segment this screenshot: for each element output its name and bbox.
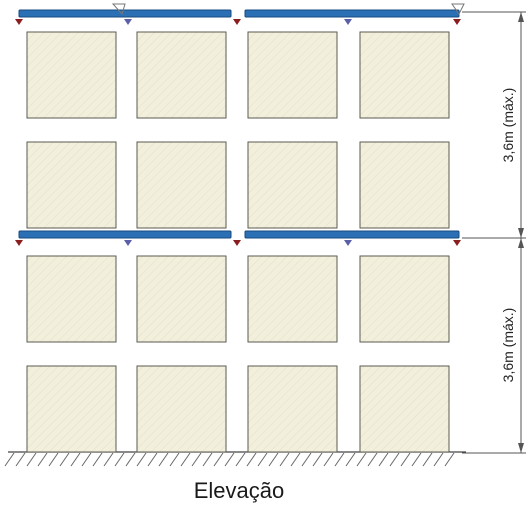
ground-hatch-31 (334, 452, 345, 467)
ground-hatch-23 (246, 452, 257, 467)
ground-hatch-14 (147, 452, 158, 467)
ground-hatch-17 (180, 452, 191, 467)
dimension-arrow-top (518, 12, 524, 22)
beam-markers (15, 19, 461, 246)
ground-hatch-13 (136, 452, 147, 467)
ground (4, 451, 466, 467)
ground-hatch-22 (235, 452, 246, 467)
ground-hatch-7 (70, 452, 81, 467)
ground-hatch-34 (367, 452, 378, 467)
beam-level-2-bay-1 (18, 230, 232, 239)
ground-hatch-4 (37, 452, 48, 467)
storage-block-r1-c3 (247, 31, 338, 119)
ground-hatch-36 (389, 452, 400, 467)
ground-hatch-19 (202, 452, 213, 467)
marker-level-2-4 (344, 240, 352, 246)
dimension-arrow-mid-up (518, 228, 524, 238)
storage-block-r1-c1 (26, 31, 117, 119)
ground-hatch-9 (92, 452, 103, 467)
storage-block-r2-c4 (359, 141, 450, 229)
storage-block-r3-c1 (26, 255, 117, 343)
beam-level-2-bay-2 (244, 230, 460, 239)
storage-block-r4-c1 (26, 365, 117, 453)
ground-hatch-8 (81, 452, 92, 467)
marker-level-2-2 (124, 240, 132, 246)
ground-hatch-6 (59, 452, 70, 467)
marker-level-1-1 (15, 19, 23, 25)
ground-hatching (4, 452, 455, 467)
marker-level-2-3 (233, 240, 241, 246)
marker-level-1-4 (344, 19, 352, 25)
hooks (111, 3, 465, 15)
storage-block-r3-c3 (247, 255, 338, 343)
marker-level-1-5 (453, 19, 461, 25)
storage-block-r4-c3 (247, 365, 338, 453)
ground-hatch-32 (345, 452, 356, 467)
storage-block-r1-c2 (136, 31, 227, 119)
ground-hatch-5 (48, 452, 59, 467)
ground-hatch-27 (290, 452, 301, 467)
ground-hatch-15 (158, 452, 169, 467)
dimension-arrow-bottom (518, 443, 524, 453)
beam-level-1-bay-2 (244, 9, 460, 18)
storage-block-r2-c2 (136, 141, 227, 229)
ground-hatch-33 (356, 452, 367, 467)
ground-hatch-41 (444, 452, 455, 467)
marker-level-1-2 (124, 19, 132, 25)
ground-hatch-40 (433, 452, 444, 467)
ground-hatch-35 (378, 452, 389, 467)
drawing-caption: Elevação (193, 478, 285, 503)
storage-block-r3-c2 (136, 255, 227, 343)
dimension-label-lower: 3,6m (máx.) (500, 308, 516, 383)
storage-block-r2-c1 (26, 141, 117, 229)
marker-level-2-1 (15, 240, 23, 246)
ground-hatch-20 (213, 452, 224, 467)
hook-left (111, 3, 126, 15)
ground-hatch-16 (169, 452, 180, 467)
ground-hatch-37 (400, 452, 411, 467)
ground-hatch-30 (323, 452, 334, 467)
ground-hatch-21 (224, 452, 235, 467)
storage-blocks (26, 31, 450, 453)
ground-hatch-11 (114, 452, 125, 467)
storage-block-r1-c4 (359, 31, 450, 119)
rack-beams (18, 9, 460, 239)
marker-level-1-3 (233, 19, 241, 25)
dimension-label-upper: 3,6m (máx.) (500, 88, 516, 163)
storage-block-r2-c3 (247, 141, 338, 229)
ground-hatch-25 (268, 452, 279, 467)
storage-block-r3-c4 (359, 255, 450, 343)
ground-hatch-1 (4, 452, 15, 467)
storage-block-r4-c4 (359, 365, 450, 453)
ground-hatch-29 (312, 452, 323, 467)
ground-hatch-3 (26, 452, 37, 467)
dimension-lines (462, 11, 526, 454)
ground-hatch-39 (422, 452, 433, 467)
storage-block-r4-c2 (136, 365, 227, 453)
dimension-arrow-mid-down (518, 238, 524, 248)
hook-right (451, 3, 465, 15)
ground-hatch-24 (257, 452, 268, 467)
ground-hatch-28 (301, 452, 312, 467)
ground-hatch-12 (125, 452, 136, 467)
ground-hatch-18 (191, 452, 202, 467)
ground-hatch-10 (103, 452, 114, 467)
beam-level-1-bay-1 (18, 9, 232, 18)
ground-hatch-26 (279, 452, 290, 467)
marker-level-2-5 (453, 240, 461, 246)
ground-hatch-38 (411, 452, 422, 467)
ground-hatch-2 (15, 452, 26, 467)
